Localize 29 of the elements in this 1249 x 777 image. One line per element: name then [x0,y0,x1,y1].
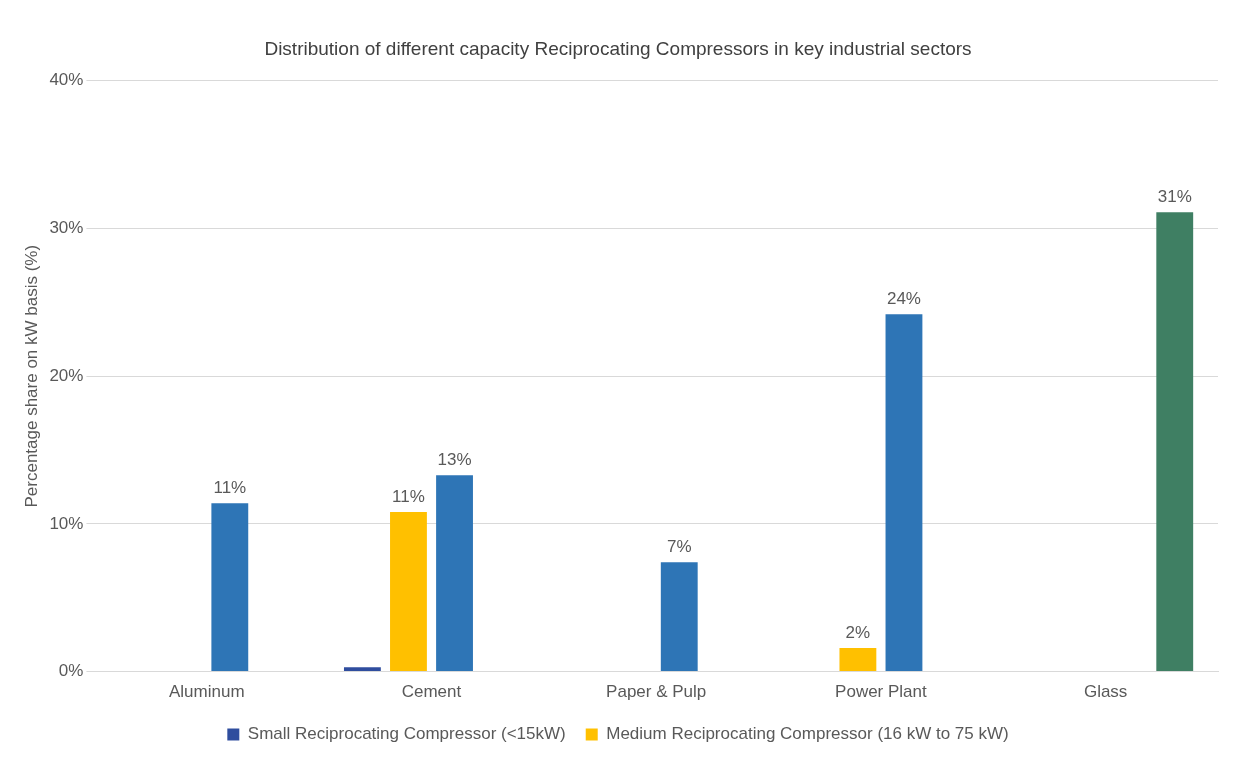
x-tick-label: Power Plant [835,682,928,702]
bar [839,647,877,672]
y-tick-label: 10% [49,513,84,533]
data-label: 24% [886,289,921,309]
x-tick-label: Aluminum [168,682,245,702]
legend-label: Medium Reciprocating Compressor (16 kW to 75 kW) [606,724,1009,744]
x-tick-label: Glass [1083,682,1128,702]
bar [1156,212,1194,672]
y-tick-label: 20% [49,365,84,385]
data-label: 7% [666,537,692,557]
y-tick-label: 40% [49,70,84,90]
data-label: 31% [1157,187,1192,207]
data-label: 11% [213,478,247,498]
y-tick-label: 0% [58,661,84,681]
bar [660,562,698,672]
bar [885,314,923,672]
bar [343,667,381,672]
data-label: 13% [437,450,472,470]
data-label: 2% [845,623,871,643]
bar [390,512,427,672]
legend-label: Small Reciprocating Compressor (<15kW) [247,724,566,744]
y-tick-label: 30% [49,218,84,238]
chart-title: Distribution of different capacity Reciprocating Compressors in key industrial sectors [264,37,972,59]
bar [211,503,249,672]
data-label: 11% [392,487,425,507]
x-tick-label: Cement [401,682,462,702]
y-axis-title: Percentage share on kW basis (%) [21,244,41,508]
bar [436,475,473,672]
x-tick-label: Paper & Pulp [606,682,707,702]
